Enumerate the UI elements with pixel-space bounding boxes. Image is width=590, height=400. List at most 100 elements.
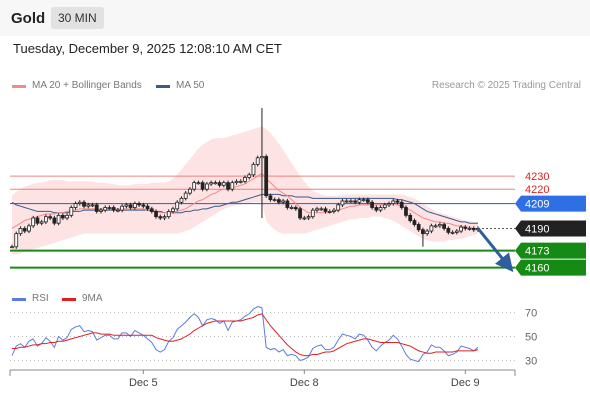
candle <box>272 197 277 202</box>
candle-body <box>73 203 78 208</box>
candle <box>374 205 379 213</box>
candle-body <box>192 182 197 190</box>
candle-body <box>188 188 192 194</box>
candle <box>179 196 184 205</box>
candle-body <box>302 217 307 220</box>
candle <box>209 180 213 187</box>
level-tag-bg <box>515 259 586 276</box>
level-tag-4209: 4209 <box>515 195 586 212</box>
candle <box>14 231 19 249</box>
level-tag-bg <box>515 195 586 212</box>
candle-body <box>471 228 476 231</box>
candle-body <box>166 211 171 218</box>
candle-body <box>281 200 286 203</box>
candle <box>132 201 137 210</box>
candle <box>387 201 391 207</box>
candle-body <box>209 182 213 185</box>
candle-body <box>361 199 366 202</box>
candle-body <box>399 201 404 208</box>
candle-body <box>200 182 205 190</box>
rsi-tick-70: 70 <box>525 308 537 320</box>
candle-body <box>18 228 23 235</box>
rsi-series-rsi <box>11 306 479 363</box>
candle <box>361 197 366 202</box>
candle-body <box>128 204 133 208</box>
candle <box>137 201 141 207</box>
candle-body <box>260 156 264 159</box>
forecast-arrow <box>476 227 514 273</box>
ma50-line <box>11 193 478 224</box>
candle-body <box>306 216 311 219</box>
candle-body <box>141 204 146 207</box>
candle <box>471 226 476 232</box>
candle-body <box>149 208 154 212</box>
candle-body <box>433 225 438 228</box>
candle <box>260 108 264 218</box>
candle-body <box>90 204 95 207</box>
candle <box>217 180 222 188</box>
rsi-tick-30: 30 <box>525 355 537 367</box>
candle-body <box>103 207 108 211</box>
candle-body <box>94 204 99 212</box>
candle-body <box>158 216 163 219</box>
candle-body <box>264 156 269 197</box>
candle <box>285 198 290 210</box>
candle-body <box>319 208 324 211</box>
timeframe-button[interactable]: 30 MIN <box>51 7 104 29</box>
candle <box>111 205 116 213</box>
candle-body <box>387 203 391 206</box>
candle <box>408 213 413 223</box>
rsi-label: RSI <box>32 293 49 304</box>
candle <box>243 175 247 184</box>
candle-body <box>467 228 472 230</box>
candle <box>437 222 442 228</box>
candle <box>94 202 99 214</box>
candle <box>412 218 417 227</box>
candle-body <box>230 182 235 190</box>
candle <box>226 180 230 192</box>
candle-body <box>251 163 256 176</box>
candle-body <box>293 207 298 210</box>
candle-body <box>315 208 319 211</box>
candle-body <box>344 200 349 203</box>
candle <box>370 200 374 210</box>
chart-datetime: Tuesday, December 9, 2025 12:08:10 AM CE… <box>13 41 282 56</box>
candle <box>27 223 31 234</box>
candle <box>433 223 438 228</box>
candle <box>459 225 463 234</box>
candle <box>353 198 358 205</box>
candle <box>230 180 235 192</box>
candle-body <box>35 217 40 224</box>
candle-body <box>82 201 86 207</box>
candle-body <box>374 207 379 211</box>
candle-body <box>204 183 209 190</box>
candle-body <box>353 200 358 203</box>
candle <box>289 205 294 210</box>
level-tag-text: 4173 <box>525 246 549 258</box>
rsi-tick-50: 50 <box>525 332 537 344</box>
level-tag-text: 4160 <box>525 263 549 275</box>
candle-body <box>391 200 396 204</box>
price-levels <box>10 175 515 269</box>
candle-body <box>27 225 31 232</box>
candle-body <box>459 226 463 232</box>
level-tag-bg <box>515 242 586 259</box>
candle-body <box>298 208 302 219</box>
research-credit: Research © 2025 Trading Central <box>431 80 581 91</box>
candle-body <box>247 174 252 178</box>
candle-body <box>349 200 353 203</box>
candle-body <box>196 182 201 185</box>
candle <box>65 213 69 221</box>
candle-body <box>340 200 345 206</box>
bollinger-band-fill <box>12 126 478 255</box>
candle <box>421 227 425 247</box>
candle <box>234 179 239 185</box>
candle-body <box>116 209 120 212</box>
candle <box>99 208 103 214</box>
candle <box>264 154 269 198</box>
candle-body <box>137 203 141 206</box>
candle <box>391 198 396 206</box>
candle <box>327 209 332 214</box>
